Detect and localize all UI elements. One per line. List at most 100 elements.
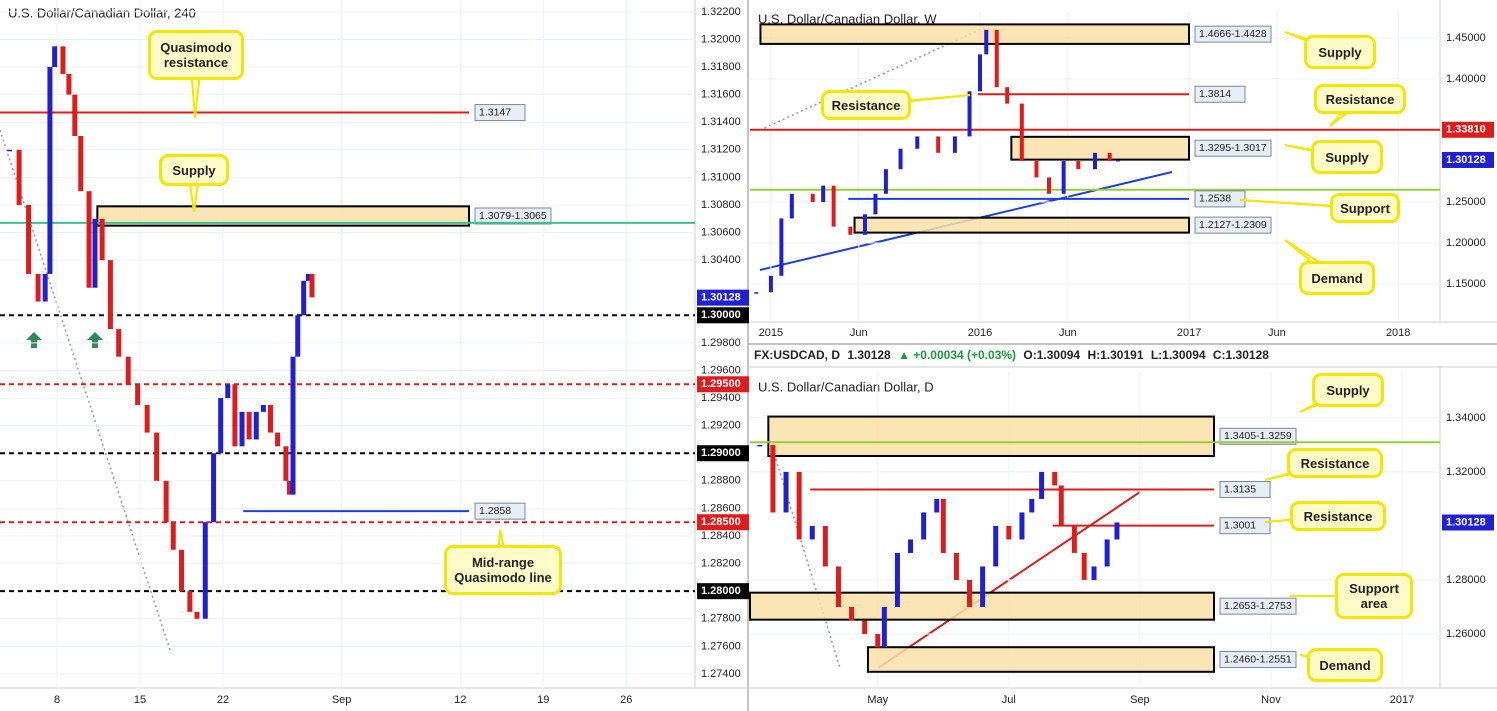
level-label: 1.2858 xyxy=(479,505,511,517)
level-label-box xyxy=(1194,216,1272,234)
price-bar xyxy=(1114,522,1120,540)
low: L:1.30094 xyxy=(1151,348,1206,362)
zone xyxy=(1010,135,1191,161)
level-label-box xyxy=(1194,139,1272,157)
price-bar xyxy=(42,273,48,302)
price-bar xyxy=(1039,471,1045,499)
y-tick-label: 1.25000 xyxy=(1446,196,1486,208)
price-bar xyxy=(7,149,13,152)
level-label: 1.4666-1.4428 xyxy=(1199,28,1267,40)
symbol: FX:USDCAD, D xyxy=(754,348,840,362)
last-price-tag xyxy=(1442,151,1494,168)
y-tick-label: 1.28400 xyxy=(701,530,741,542)
price-bar xyxy=(936,136,941,153)
price-bar xyxy=(835,566,841,607)
level-label-box xyxy=(1194,190,1246,208)
x-tick-label: Sep xyxy=(332,694,352,706)
y-tick-label: 1.31400 xyxy=(701,116,741,128)
level-label: 1.3814 xyxy=(1199,88,1231,100)
axis-tag-label: 1.28000 xyxy=(701,585,741,597)
x-tick-label: 15 xyxy=(134,694,146,706)
price-bar xyxy=(953,552,959,580)
price-bar xyxy=(99,218,105,261)
price-bar xyxy=(1107,152,1112,162)
price-bar xyxy=(783,471,789,513)
last-price-label: 1.30128 xyxy=(1446,516,1486,528)
y-tick-label: 1.32000 xyxy=(1446,466,1486,478)
price-bar xyxy=(60,46,66,74)
x-tick-label: 26 xyxy=(620,694,632,706)
price-bar xyxy=(305,273,311,281)
x-tick-label: 2016 xyxy=(968,327,992,339)
price-bar xyxy=(967,579,973,607)
price-bar xyxy=(1104,539,1110,567)
callout: Demand xyxy=(1299,261,1375,295)
x-tick-label: May xyxy=(867,694,888,706)
level-label: 1.3147 xyxy=(479,106,511,118)
price-bar xyxy=(862,620,868,634)
price-bar xyxy=(283,446,289,481)
price-bar xyxy=(921,512,927,540)
x-tick-label: Jun xyxy=(1059,327,1077,339)
price: 1.30128 xyxy=(847,348,891,362)
price-bar xyxy=(309,273,315,298)
x-tick-label: 2017 xyxy=(1177,327,1201,339)
zone xyxy=(853,216,1191,234)
price-bar xyxy=(16,149,22,205)
axis-tag-label: 1.30000 xyxy=(701,309,741,321)
arrow-up xyxy=(87,332,103,348)
price-bar xyxy=(295,315,301,357)
x-tick-label: Sep xyxy=(1130,694,1150,706)
price-bar xyxy=(994,29,999,88)
y-tick-label: 1.29200 xyxy=(701,420,741,432)
price-bar xyxy=(275,432,281,447)
level-label: 1.3135 xyxy=(1224,483,1256,495)
level-label-box xyxy=(1194,85,1246,103)
price-bar xyxy=(1005,87,1010,104)
price-bar xyxy=(863,214,867,235)
axis-tag-label: 1.29000 xyxy=(701,447,741,459)
price-bar xyxy=(260,404,266,412)
chart-title: U.S. Dollar/Canadian Dollar, 240 xyxy=(8,5,196,20)
price-bar xyxy=(894,552,900,607)
last-price-tag xyxy=(1442,514,1494,531)
price-bar xyxy=(980,566,986,607)
price-bar xyxy=(1019,512,1025,540)
y-tick-label: 1.29400 xyxy=(701,392,741,404)
price-bar xyxy=(232,384,238,447)
axis-tag xyxy=(697,514,749,531)
price-bar xyxy=(779,218,784,276)
axis-tag xyxy=(697,445,749,462)
price-bar xyxy=(789,193,794,219)
y-tick-label: 1.27800 xyxy=(701,613,741,625)
level-label: 1.2460-1.2551 xyxy=(1224,653,1292,665)
axis-tag xyxy=(697,376,749,393)
price-bar xyxy=(202,522,208,619)
callout: Resistance xyxy=(1314,84,1406,114)
price-bar xyxy=(47,67,53,274)
price-bar xyxy=(883,169,888,194)
price-bar xyxy=(822,525,828,567)
x-tick-label: Jun xyxy=(850,327,868,339)
last-price-tag xyxy=(697,289,749,306)
price-bar xyxy=(135,384,141,405)
price-bar xyxy=(267,404,273,433)
chart-title: U.S. Dollar/Canadian Dollar, W xyxy=(758,11,937,26)
axis-tag-label: 1.29500 xyxy=(701,378,741,390)
y-tick-label: 1.27600 xyxy=(701,640,741,652)
y-tick-label: 1.31600 xyxy=(701,89,741,101)
callout: Resistance xyxy=(1287,448,1383,478)
y-tick-label: 1.26000 xyxy=(1446,628,1486,640)
axis-tag-label: 1.28500 xyxy=(701,516,741,528)
change: ▲ +0.00034 (+0.03%) xyxy=(898,348,1016,362)
close: C:1.30128 xyxy=(1213,348,1269,362)
last-price-label: 1.30128 xyxy=(701,292,741,304)
axis-tag xyxy=(697,307,749,324)
price-bar xyxy=(144,404,150,433)
price-bar xyxy=(92,218,98,288)
price-bar xyxy=(286,480,292,495)
y-tick-label: 1.34000 xyxy=(1446,412,1486,424)
y-tick-label: 1.29600 xyxy=(701,364,741,376)
callout: Resistance xyxy=(1290,501,1386,531)
